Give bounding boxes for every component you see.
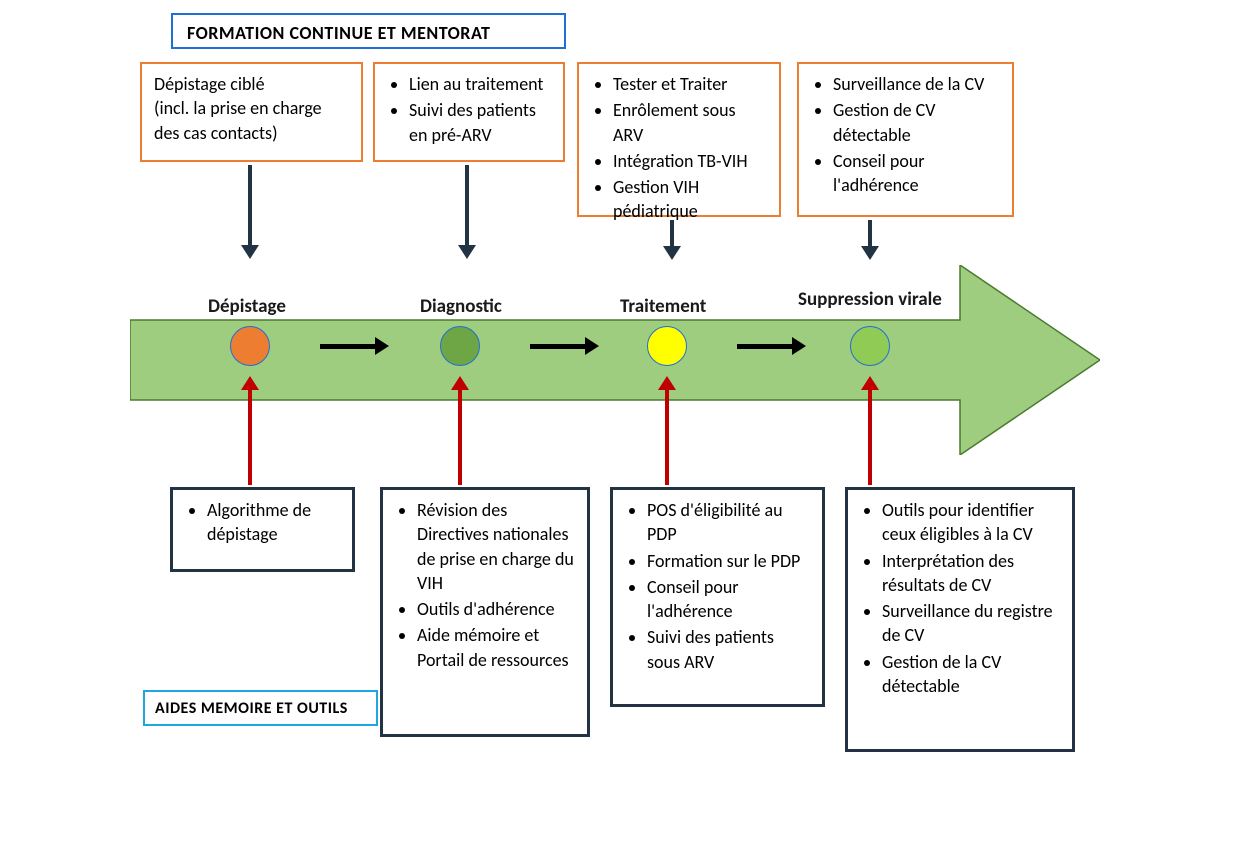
list-item: POS d'éligibilité au PDP: [647, 498, 810, 547]
list-item: Outils d'adhérence: [417, 597, 575, 621]
bottom-box-suppression: Outils pour identifier ceux éligibles à …: [845, 487, 1075, 752]
list-item: Conseil pour l'adhérence: [647, 575, 810, 624]
top-box-traitement: Tester et Traiter Enrôlement sous ARV In…: [577, 62, 781, 217]
stage-label-diagnostic: Diagnostic: [420, 295, 502, 318]
top-box-diagnostic: Lien au traitement Suivi des patients en…: [373, 62, 565, 162]
stage-circle-diagnostic: [440, 326, 480, 366]
list-item: Gestion VIH pédiatrique: [613, 175, 767, 224]
list-item: Algorithme de dépistage: [207, 498, 340, 547]
cascade-arrow: [130, 265, 1100, 455]
bottom-box-depistage: Algorithme de dépistage: [170, 487, 355, 572]
stage-circle-depistage: [230, 326, 270, 366]
top-box-suppression: Surveillance de la CV Gestion de CV déte…: [797, 62, 1014, 217]
stage-label-depistage: Dépistage: [208, 295, 286, 318]
list-item: Suivi des patients en pré-ARV: [409, 98, 551, 147]
header-aides-memoire: AIDES MEMOIRE ET OUTILS: [143, 690, 378, 726]
list-item: Surveillance de la CV: [833, 72, 1000, 96]
list-item: Suivi des patients sous ARV: [647, 625, 810, 674]
list-item: Surveillance du registre de CV: [882, 599, 1060, 648]
stage-circle-traitement: [647, 326, 687, 366]
list-item: Aide mémoire et Portail de ressources: [417, 623, 575, 672]
list-item: Formation sur le PDP: [647, 549, 810, 573]
list-item: Tester et Traiter: [613, 72, 767, 96]
list-item: Outils pour identifier ceux éligibles à …: [882, 498, 1060, 547]
list-item: Interprétation des résultats de CV: [882, 549, 1060, 598]
stage-label-traitement: Traitement: [620, 295, 706, 318]
stage-label-suppression: Suppression virale: [798, 288, 942, 311]
list-item: Conseil pour l'adhérence: [833, 149, 1000, 198]
list-item: Gestion de la CV détectable: [882, 650, 1060, 699]
top-box-depistage-text: Dépistage ciblé (incl. la prise en charg…: [154, 73, 322, 144]
list-item: Révision des Directives nationales de pr…: [417, 498, 575, 595]
list-item: Enrôlement sous ARV: [613, 98, 767, 147]
top-box-depistage: Dépistage ciblé (incl. la prise en charg…: [140, 62, 363, 162]
list-item: Intégration TB-VIH: [613, 149, 767, 173]
bottom-box-traitement: POS d'éligibilité au PDP Formation sur l…: [610, 487, 825, 707]
header-formation-continue: FORMATION CONTINUE ET MENTORAT: [171, 13, 566, 49]
bottom-box-diagnostic: Révision des Directives nationales de pr…: [380, 487, 590, 737]
list-item: Gestion de CV détectable: [833, 98, 1000, 147]
stage-circle-suppression: [850, 326, 890, 366]
list-item: Lien au traitement: [409, 72, 551, 96]
